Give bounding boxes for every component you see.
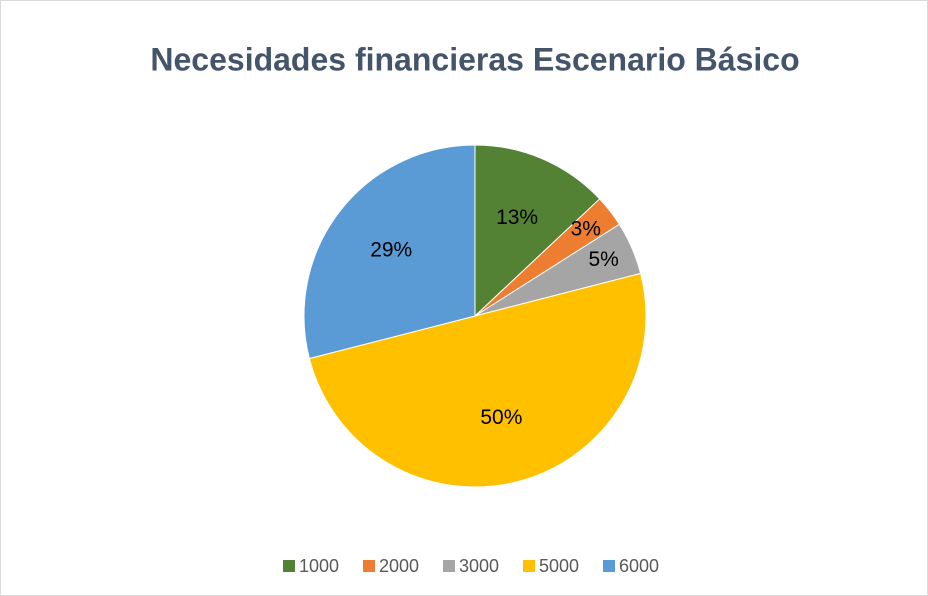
legend-swatch xyxy=(363,560,375,572)
pie-slice xyxy=(308,272,647,488)
data-label: 5% xyxy=(589,248,619,271)
legend-swatch xyxy=(283,560,295,572)
data-label: 3% xyxy=(571,218,601,241)
legend-label: 3000 xyxy=(459,556,499,576)
pie-slice xyxy=(303,144,476,360)
chart-title: Necesidades financieras Escenario Básico xyxy=(150,41,799,77)
legend-label: 2000 xyxy=(379,556,419,576)
legend-label: 6000 xyxy=(619,556,659,576)
pie-slice xyxy=(474,144,601,318)
legend-label: 5000 xyxy=(539,556,579,576)
legend-swatch xyxy=(443,560,455,572)
data-label: 13% xyxy=(496,206,538,229)
legend-label: 1000 xyxy=(299,556,339,576)
data-label: 50% xyxy=(480,406,522,429)
legend-swatch xyxy=(603,560,615,572)
data-label: 29% xyxy=(370,239,412,262)
legend-swatch xyxy=(523,560,535,572)
